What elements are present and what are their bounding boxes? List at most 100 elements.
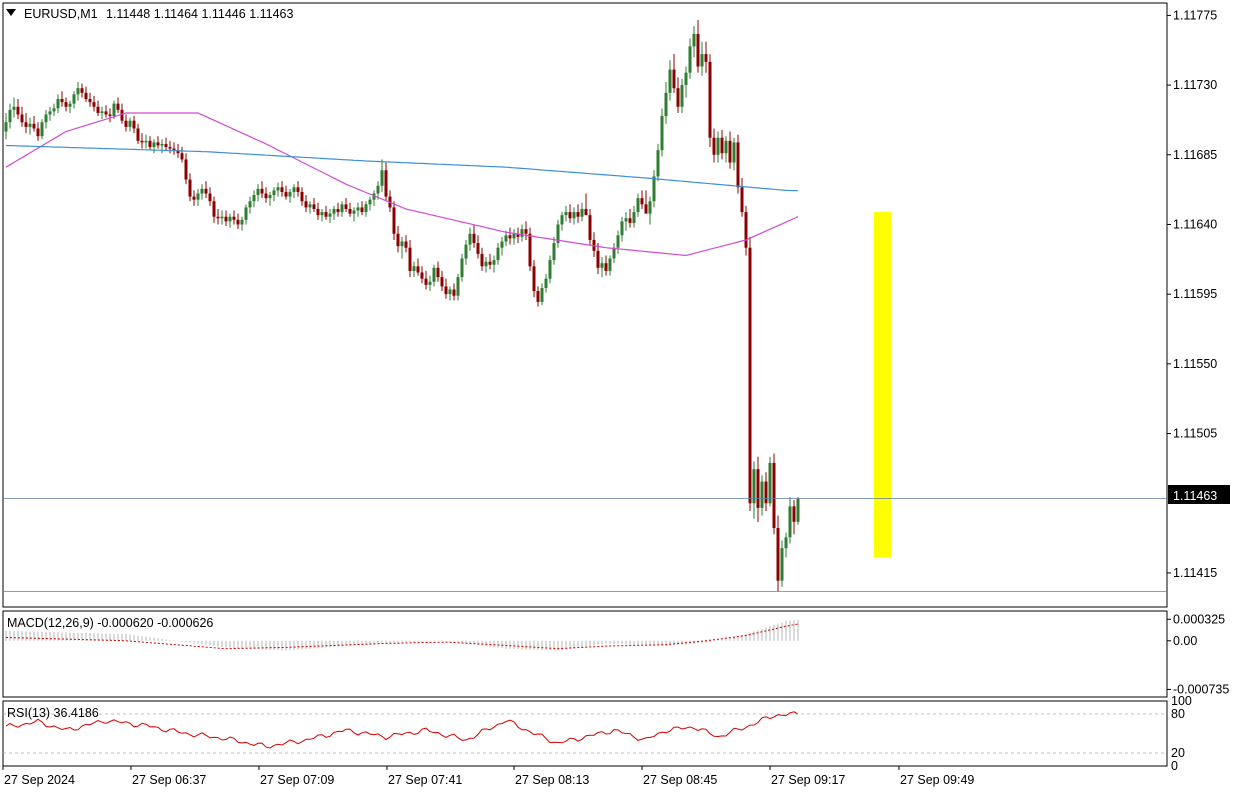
candle <box>736 134 740 194</box>
candle <box>516 227 520 244</box>
candle <box>720 129 724 160</box>
rsi-tick-label: 100 <box>1171 694 1192 708</box>
candle <box>764 472 768 511</box>
candle <box>388 190 392 213</box>
candle <box>236 213 240 230</box>
candle <box>396 226 400 253</box>
candle <box>24 112 28 134</box>
ohlc-readout: 1.11448 1.11464 1.11446 1.11463 <box>106 7 293 21</box>
y-tick-label: 1.11775 <box>1173 8 1217 22</box>
candle <box>744 205 748 256</box>
candle <box>612 243 616 264</box>
candle <box>760 475 764 516</box>
candle <box>100 106 104 120</box>
candle <box>684 66 688 98</box>
candle <box>280 181 284 197</box>
candle <box>644 190 648 214</box>
candle <box>160 139 164 154</box>
candle <box>632 205 636 228</box>
y-tick-label: 1.11730 <box>1173 78 1217 92</box>
x-tick-label: 27 Sep 09:49 <box>900 773 974 787</box>
candle <box>384 162 388 202</box>
candle <box>600 256 604 278</box>
candle <box>232 210 236 225</box>
candle <box>208 187 212 206</box>
macd-pane[interactable] <box>5 619 799 651</box>
rsi-pane[interactable] <box>5 711 799 749</box>
candle <box>700 41 704 76</box>
candle <box>664 81 668 124</box>
candle <box>648 196 652 225</box>
candle <box>68 100 72 113</box>
candle <box>136 123 140 144</box>
x-tick-label: 27 Sep 07:09 <box>260 773 334 787</box>
candle <box>444 278 448 299</box>
candle <box>300 187 304 206</box>
candle <box>604 255 608 276</box>
rsi-tick-label: 80 <box>1171 707 1185 721</box>
candle <box>376 181 380 200</box>
candle <box>636 193 640 217</box>
candle <box>76 81 80 101</box>
candle <box>212 196 216 223</box>
candle <box>244 204 248 225</box>
macd-tick-label: 0.00 <box>1173 634 1197 648</box>
price-pane[interactable] <box>3 20 1167 592</box>
highlight-box <box>874 212 891 558</box>
candle <box>620 216 624 242</box>
candle <box>772 453 776 535</box>
candle <box>352 207 356 222</box>
candle <box>420 266 424 284</box>
candle <box>572 207 576 225</box>
candle <box>72 91 76 109</box>
candle <box>184 153 188 185</box>
candle <box>12 97 16 118</box>
candle <box>732 137 736 171</box>
pane-frame <box>2 2 1168 608</box>
candle <box>312 198 316 213</box>
y-tick-label: 1.11505 <box>1173 427 1217 441</box>
candle <box>784 532 788 558</box>
candle <box>556 219 560 248</box>
chart-frames <box>2 2 1168 767</box>
candle <box>704 41 708 73</box>
candle <box>44 109 48 129</box>
candle <box>768 456 772 507</box>
candle <box>368 196 372 211</box>
candle <box>152 139 156 154</box>
candle <box>108 108 112 123</box>
candle <box>224 210 228 227</box>
candle <box>336 202 340 217</box>
candle <box>40 119 44 140</box>
candle <box>568 204 572 223</box>
candle <box>752 461 756 519</box>
candle <box>276 182 280 197</box>
triangle-down-icon[interactable] <box>6 9 16 16</box>
candle <box>228 213 232 228</box>
candle <box>80 83 84 98</box>
candle <box>624 212 628 231</box>
candle <box>20 106 24 127</box>
candle <box>256 184 260 202</box>
candle <box>708 54 712 148</box>
candle <box>656 143 660 182</box>
macd-label: MACD(12,26,9) -0.000620 -0.000626 <box>7 616 213 630</box>
candle <box>104 105 108 118</box>
candle <box>296 181 300 197</box>
candle <box>156 136 160 149</box>
candle <box>520 224 524 242</box>
macd-tick-label: -0.000735 <box>1173 682 1229 696</box>
candle <box>356 202 360 217</box>
candle <box>304 195 308 213</box>
candle <box>308 201 312 214</box>
candle <box>792 500 796 535</box>
candle <box>668 60 672 101</box>
candle <box>188 173 192 202</box>
y-tick-label: 1.11685 <box>1173 148 1217 162</box>
candle <box>716 131 720 163</box>
candle <box>292 184 296 199</box>
candle <box>724 136 728 163</box>
candle <box>92 95 96 112</box>
candle <box>504 230 508 247</box>
